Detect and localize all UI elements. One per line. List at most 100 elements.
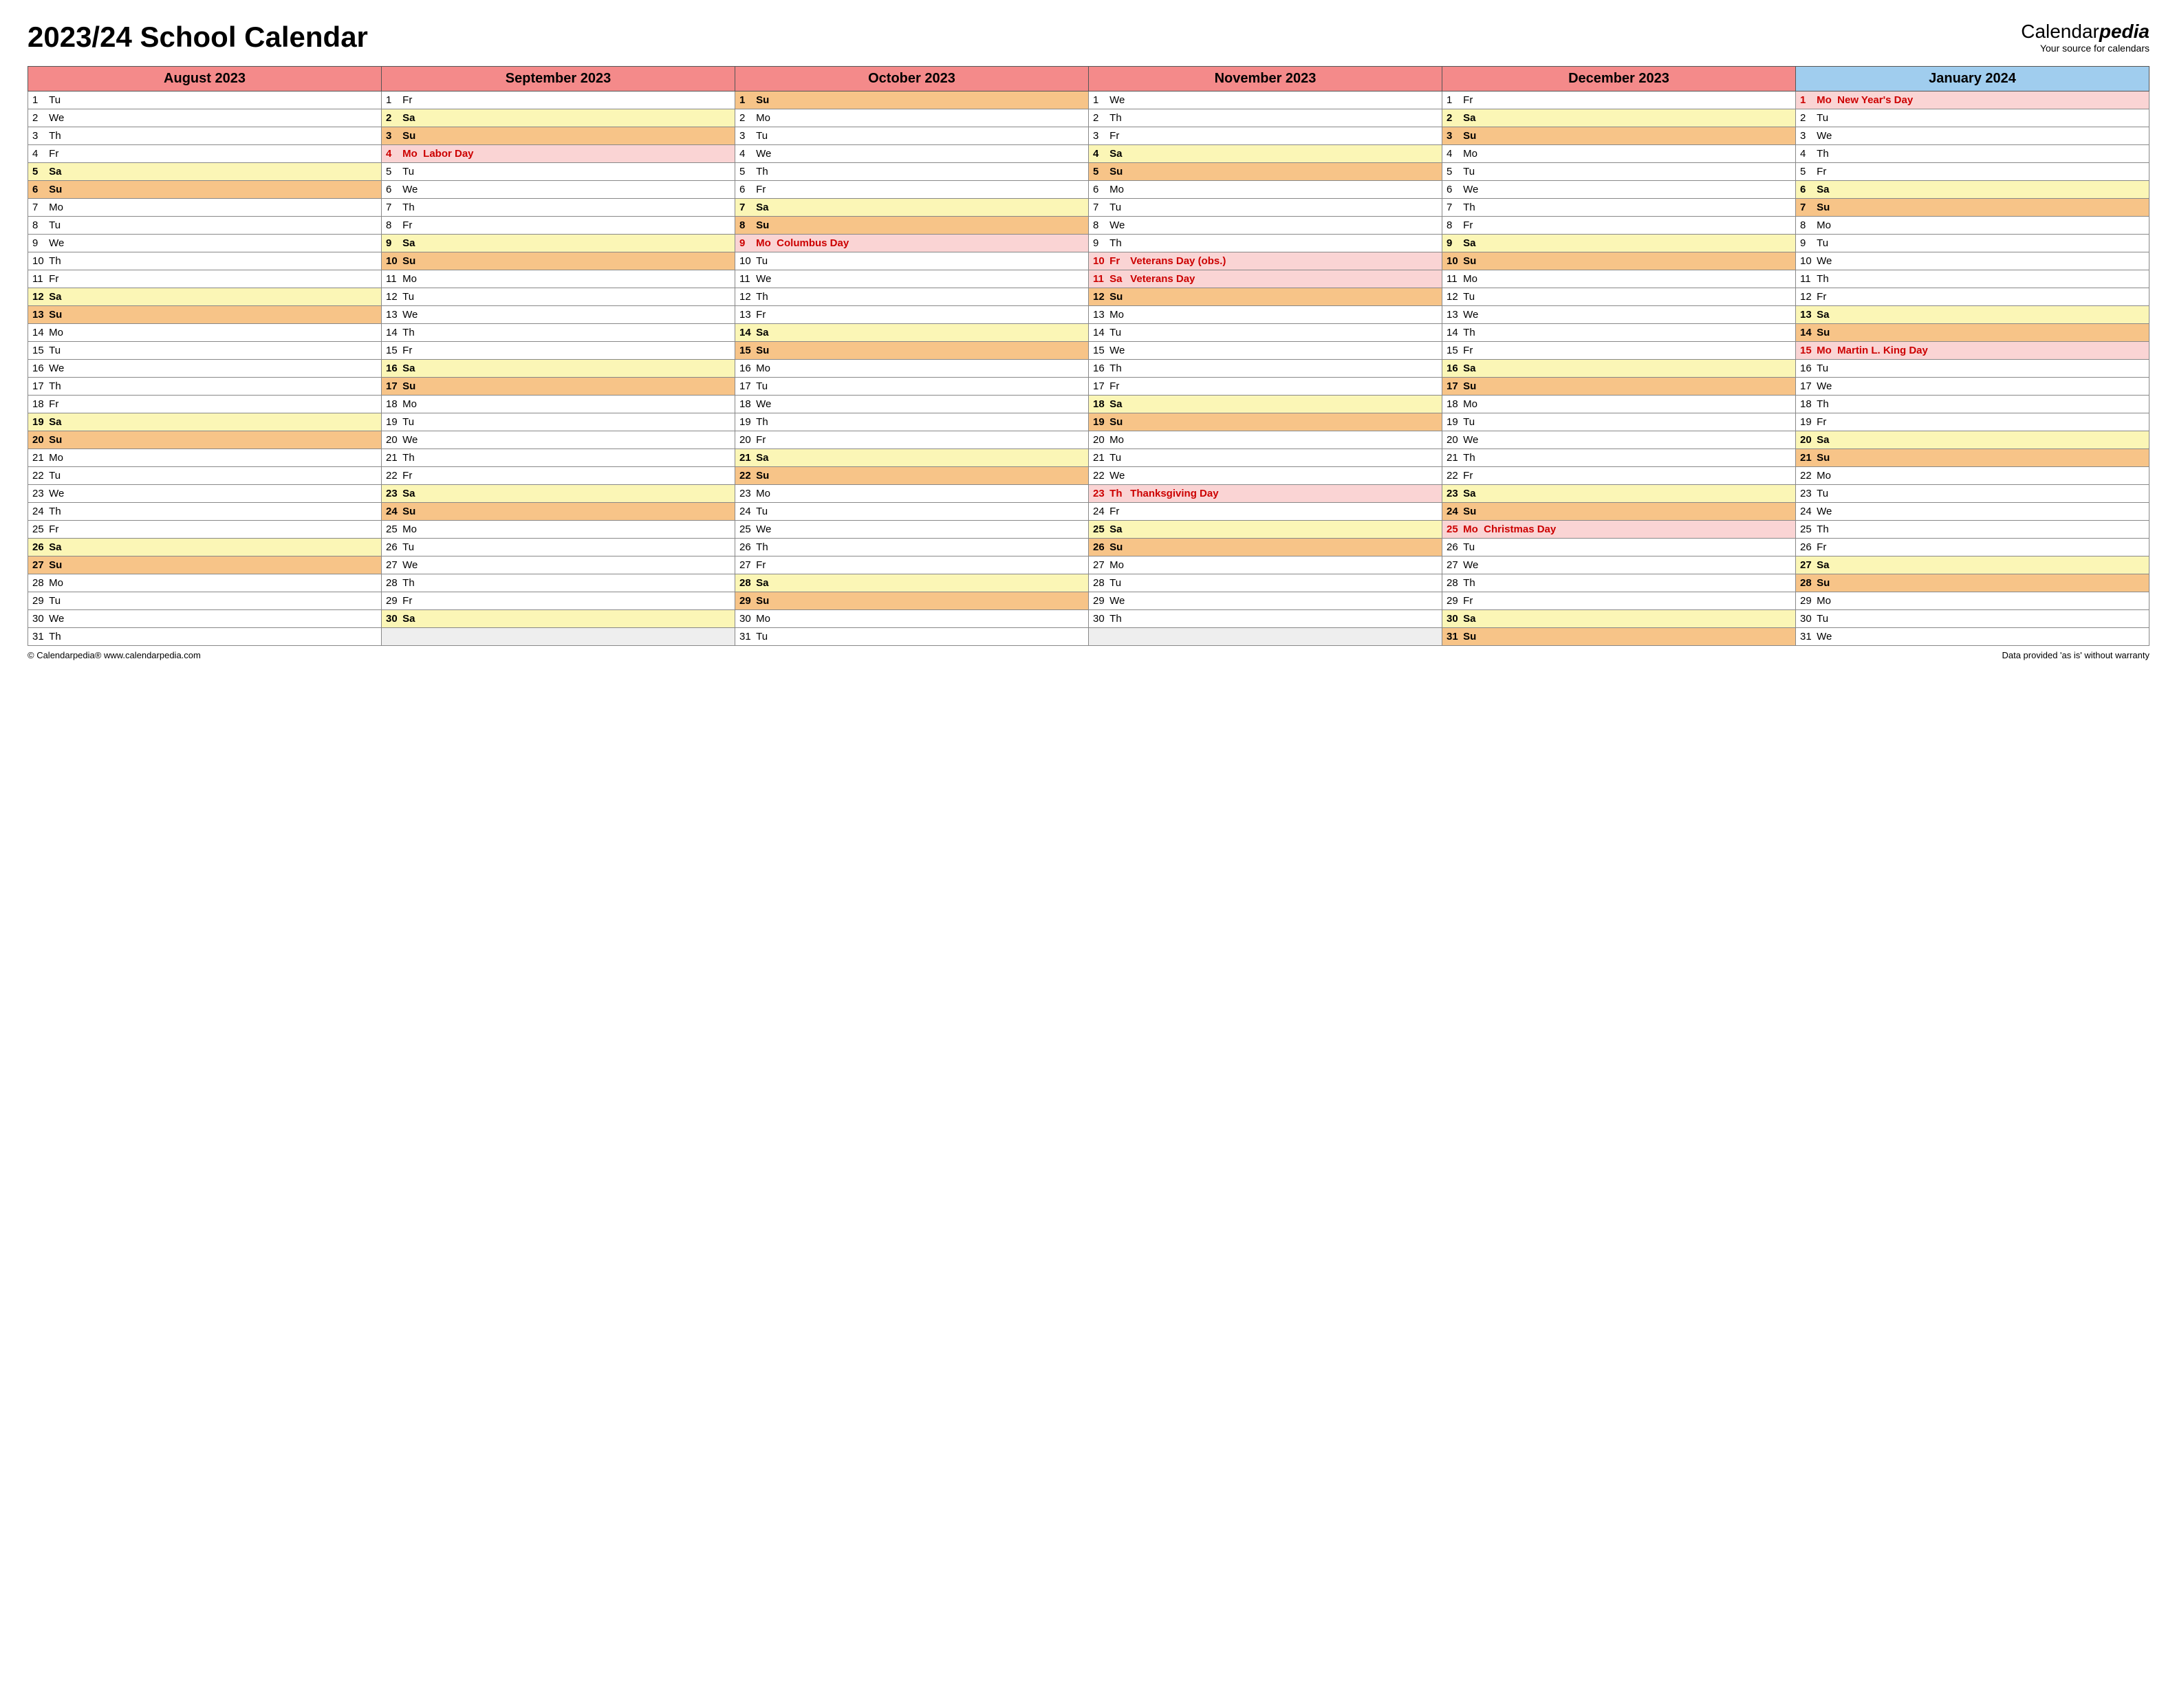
day-number: 7 xyxy=(32,202,46,213)
calendar-body: 1 Tu1 Fr1 Su1 We1 Fr1 MoNew Year's Day2 … xyxy=(28,91,2149,646)
day-of-week: Mo xyxy=(402,523,419,535)
day-of-week: Su xyxy=(1109,541,1126,553)
day-of-week: We xyxy=(402,434,419,446)
day-number: 30 xyxy=(32,613,46,625)
day-number: 14 xyxy=(1800,327,1814,338)
day-cell: 16 Mo xyxy=(735,360,1089,378)
month-header: September 2023 xyxy=(382,67,735,91)
day-cell: 16 Tu xyxy=(1796,360,2149,378)
day-cell: 2 Th xyxy=(1089,109,1442,127)
day-of-week: Sa xyxy=(1109,273,1126,285)
day-of-week: Tu xyxy=(49,470,65,482)
day-cell: 12 Sa xyxy=(28,288,382,306)
day-of-week: Mo xyxy=(756,613,772,625)
calendar-row: 15 Tu15 Fr15 Su15 We15 Fr15 MoMartin L. … xyxy=(28,342,2149,360)
day-number: 19 xyxy=(739,416,753,428)
day-number: 24 xyxy=(739,506,753,517)
day-cell: 29 We xyxy=(1089,592,1442,610)
day-of-week: Mo xyxy=(402,398,419,410)
day-cell: 7 Mo xyxy=(28,199,382,217)
day-number: 13 xyxy=(739,309,753,321)
day-of-week: Th xyxy=(756,416,772,428)
day-of-week: Tu xyxy=(402,416,419,428)
day-number: 9 xyxy=(32,237,46,249)
day-cell: 10 Tu xyxy=(735,252,1089,270)
day-of-week: Tu xyxy=(49,219,65,231)
calendar-row: 22 Tu22 Fr22 Su22 We22 Fr22 Mo xyxy=(28,467,2149,485)
day-cell: 30 Tu xyxy=(1796,610,2149,628)
day-number: 8 xyxy=(32,219,46,231)
day-cell: 14 Tu xyxy=(1089,324,1442,342)
day-number: 2 xyxy=(1447,112,1460,124)
calendar-row: 21 Mo21 Th21 Sa21 Tu21 Th21 Su xyxy=(28,449,2149,467)
day-cell: 2 We xyxy=(28,109,382,127)
day-cell: 24 Su xyxy=(1442,503,1796,521)
day-cell: 26 Su xyxy=(1089,539,1442,556)
day-of-week: Su xyxy=(756,345,772,356)
day-cell: 7 Su xyxy=(1796,199,2149,217)
day-of-week: Sa xyxy=(1109,398,1126,410)
day-of-week: Mo xyxy=(49,327,65,338)
day-of-week: Su xyxy=(1463,631,1480,642)
day-cell: 17 Tu xyxy=(735,378,1089,396)
day-of-week: Mo xyxy=(49,577,65,589)
day-number: 18 xyxy=(32,398,46,410)
day-of-week: Tu xyxy=(1463,291,1480,303)
day-of-week: Sa xyxy=(1817,309,1833,321)
day-number: 23 xyxy=(1447,488,1460,499)
day-of-week: Sa xyxy=(402,112,419,124)
brand: Calendarpedia Your source for calendars xyxy=(2021,21,2149,54)
day-number: 25 xyxy=(739,523,753,535)
day-number: 11 xyxy=(1447,273,1460,285)
day-number: 9 xyxy=(1800,237,1814,249)
day-of-week: Su xyxy=(402,130,419,142)
day-number: 16 xyxy=(1093,363,1107,374)
day-of-week: Tu xyxy=(402,166,419,177)
day-number: 15 xyxy=(1447,345,1460,356)
day-of-week: Tu xyxy=(1817,488,1833,499)
day-number: 13 xyxy=(1447,309,1460,321)
day-number: 15 xyxy=(1800,345,1814,356)
day-of-week: We xyxy=(1817,255,1833,267)
day-number: 30 xyxy=(386,613,400,625)
day-cell: 13 Su xyxy=(28,306,382,324)
calendar-row: 13 Su13 We13 Fr13 Mo13 We13 Sa xyxy=(28,306,2149,324)
day-cell: 12 Su xyxy=(1089,288,1442,306)
day-number: 22 xyxy=(739,470,753,482)
day-cell: 9 Tu xyxy=(1796,235,2149,252)
day-of-week: Th xyxy=(49,380,65,392)
day-cell: 15 Tu xyxy=(28,342,382,360)
day-of-week: Tu xyxy=(756,130,772,142)
day-cell: 31 Th xyxy=(28,628,382,646)
day-cell: 16 Th xyxy=(1089,360,1442,378)
day-of-week: Su xyxy=(402,506,419,517)
day-number: 25 xyxy=(1447,523,1460,535)
day-number: 18 xyxy=(739,398,753,410)
day-of-week: Th xyxy=(49,631,65,642)
day-cell: 10 Th xyxy=(28,252,382,270)
day-cell: 6 Fr xyxy=(735,181,1089,199)
day-number: 16 xyxy=(1447,363,1460,374)
calendar-row: 5 Sa5 Tu5 Th5 Su5 Tu5 Fr xyxy=(28,163,2149,181)
day-of-week: Fr xyxy=(402,219,419,231)
day-of-week: Tu xyxy=(1817,112,1833,124)
day-cell: 1 Fr xyxy=(1442,91,1796,109)
day-number: 26 xyxy=(32,541,46,553)
calendar-row: 14 Mo14 Th14 Sa14 Tu14 Th14 Su xyxy=(28,324,2149,342)
day-number: 29 xyxy=(1447,595,1460,607)
day-number: 9 xyxy=(1093,237,1107,249)
day-cell: 27 Mo xyxy=(1089,556,1442,574)
day-of-week: We xyxy=(49,613,65,625)
day-cell: 25 Fr xyxy=(28,521,382,539)
day-cell: 21 Mo xyxy=(28,449,382,467)
day-number: 22 xyxy=(1093,470,1107,482)
day-number: 8 xyxy=(386,219,400,231)
day-of-week: Mo xyxy=(49,202,65,213)
day-number: 5 xyxy=(32,166,46,177)
day-cell: 13 Mo xyxy=(1089,306,1442,324)
day-number: 3 xyxy=(1093,130,1107,142)
day-number: 1 xyxy=(1800,94,1814,106)
day-of-week: Th xyxy=(1463,577,1480,589)
day-of-week: Su xyxy=(49,309,65,321)
day-number: 6 xyxy=(32,184,46,195)
